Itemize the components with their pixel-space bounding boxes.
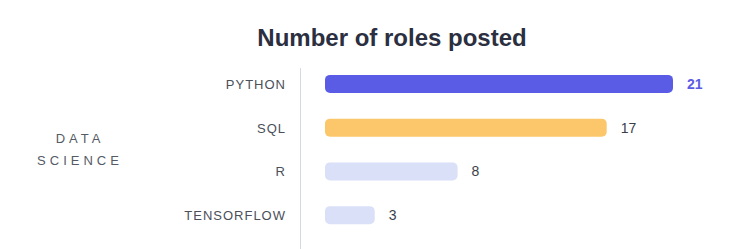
- tick-label: TENSORFLOW: [184, 208, 286, 223]
- data-label: 3: [389, 207, 397, 223]
- bar: [325, 75, 673, 93]
- axis-label: DATA SCIENCE: [37, 131, 123, 168]
- bar: [325, 162, 458, 180]
- data-label: 21: [687, 76, 703, 92]
- data-label: 17: [621, 120, 637, 136]
- bar: [325, 119, 607, 137]
- chart: Number of roles posted DATA SCIENCE PYTHON 2…: [0, 0, 753, 249]
- axis-label-line: SCIENCE: [37, 153, 123, 168]
- labels: PYTHON 21 SQL 17 R 8 TENSORFLOW 3: [184, 76, 703, 223]
- tick-label: PYTHON: [226, 77, 286, 92]
- chart-title: Number of roles posted: [257, 24, 526, 51]
- tick-label: SQL: [257, 121, 286, 136]
- axis-label-line: DATA: [56, 131, 105, 146]
- divider: [300, 68, 301, 249]
- data-label: 8: [472, 163, 480, 179]
- tick-label: R: [276, 164, 286, 179]
- bar: [325, 206, 375, 224]
